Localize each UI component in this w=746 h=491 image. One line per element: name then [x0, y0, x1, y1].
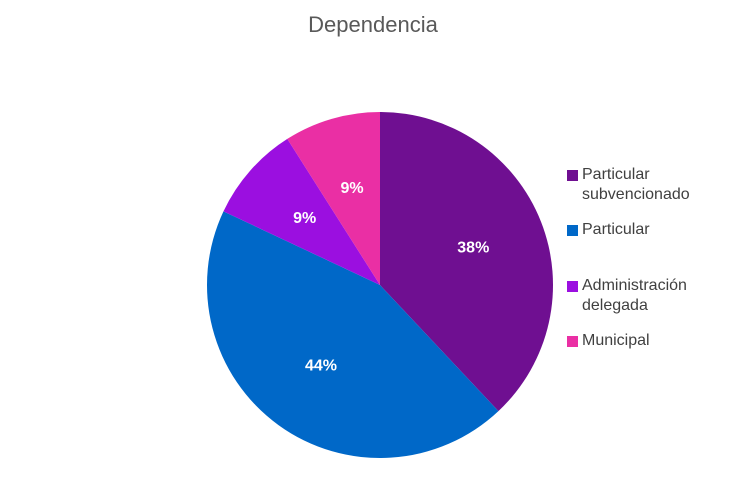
legend-item-particular: Particular	[567, 220, 650, 240]
legend-swatch	[567, 336, 578, 347]
slice-value-label: 9%	[293, 210, 316, 227]
legend-label: Administración delegada	[582, 277, 687, 314]
slice-value-label: 9%	[340, 180, 363, 197]
chart-title: Dependencia	[308, 12, 438, 37]
legend-label: Municipal	[582, 332, 650, 349]
legend-item-particular-subvencionado: Particular subvencionado	[567, 165, 690, 205]
legend-swatch	[567, 225, 578, 236]
slice-value-label: 38%	[457, 239, 489, 256]
legend-swatch	[567, 170, 578, 181]
legend-label: Particular	[582, 221, 650, 238]
legend-item-municipal: Municipal	[567, 331, 650, 351]
pie-slice-2	[223, 138, 380, 285]
legend-label: Particular subvencionado	[582, 166, 690, 203]
pie-slice-1	[207, 211, 499, 458]
pie-slice-3	[287, 112, 380, 285]
slice-value-label: 44%	[305, 357, 337, 374]
legend-swatch	[567, 281, 578, 292]
legend-item-administracion-delegada: Administración delegada	[567, 276, 687, 316]
pie-slice-0	[380, 112, 553, 412]
